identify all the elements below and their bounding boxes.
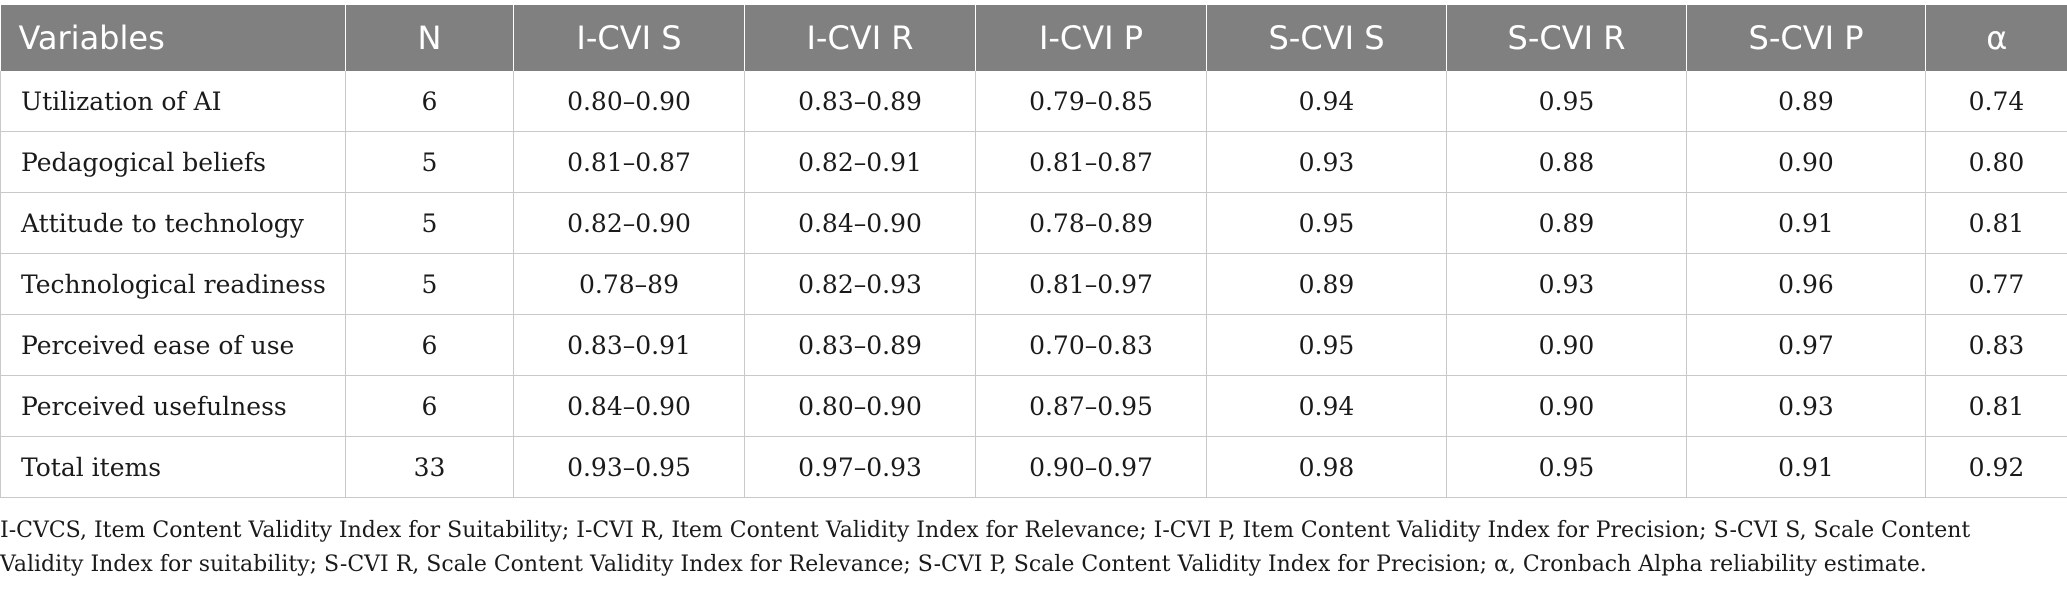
header-s-cvi-s: S-CVI S bbox=[1206, 5, 1447, 71]
cell-s-cvi-r: 0.90 bbox=[1446, 375, 1687, 437]
table-row: Pedagogical beliefs 5 0.81–0.87 0.82–0.9… bbox=[0, 131, 2067, 193]
cell-i-cvi-s: 0.82–0.90 bbox=[513, 192, 745, 254]
cell-s-cvi-p: 0.93 bbox=[1686, 375, 1926, 437]
cell-i-cvi-s: 0.84–0.90 bbox=[513, 375, 745, 437]
cell-n: 5 bbox=[345, 192, 514, 254]
cell-i-cvi-r: 0.80–0.90 bbox=[744, 375, 976, 437]
table-row: Technological readiness 5 0.78–89 0.82–0… bbox=[0, 253, 2067, 315]
cell-s-cvi-r: 0.95 bbox=[1446, 436, 1687, 498]
cell-alpha: 0.81 bbox=[1925, 192, 2067, 254]
table-container: Variables N I-CVI S I-CVI R I-CVI P S-CV… bbox=[0, 5, 2067, 498]
cell-i-cvi-s: 0.83–0.91 bbox=[513, 314, 745, 376]
cell-i-cvi-p: 0.87–0.95 bbox=[975, 375, 1207, 437]
header-row: Variables N I-CVI S I-CVI R I-CVI P S-CV… bbox=[0, 5, 2067, 71]
cell-s-cvi-r: 0.93 bbox=[1446, 253, 1687, 315]
cell-n: 6 bbox=[345, 375, 514, 437]
cell-s-cvi-s: 0.94 bbox=[1206, 71, 1447, 132]
header-i-cvi-s: I-CVI S bbox=[513, 5, 745, 71]
cell-i-cvi-p: 0.81–0.97 bbox=[975, 253, 1207, 315]
cell-s-cvi-p: 0.91 bbox=[1686, 192, 1926, 254]
header-i-cvi-r: I-CVI R bbox=[744, 5, 976, 71]
cell-variable: Technological readiness bbox=[0, 253, 346, 315]
header-s-cvi-p: S-CVI P bbox=[1686, 5, 1926, 71]
cell-s-cvi-p: 0.90 bbox=[1686, 131, 1926, 193]
cell-variable: Pedagogical beliefs bbox=[0, 131, 346, 193]
cell-alpha: 0.74 bbox=[1925, 71, 2067, 132]
cell-n: 6 bbox=[345, 71, 514, 132]
cell-s-cvi-s: 0.98 bbox=[1206, 436, 1447, 498]
cell-n: 6 bbox=[345, 314, 514, 376]
table-row: Utilization of AI 6 0.80–0.90 0.83–0.89 … bbox=[0, 71, 2067, 132]
cell-i-cvi-s: 0.81–0.87 bbox=[513, 131, 745, 193]
table-row: Perceived usefulness 6 0.84–0.90 0.80–0.… bbox=[0, 375, 2067, 437]
header-n: N bbox=[345, 5, 514, 71]
cell-i-cvi-p: 0.81–0.87 bbox=[975, 131, 1207, 193]
cell-variable: Attitude to technology bbox=[0, 192, 346, 254]
table-row-total: Total items 33 0.93–0.95 0.97–0.93 0.90–… bbox=[0, 436, 2067, 498]
cell-i-cvi-s: 0.80–0.90 bbox=[513, 71, 745, 132]
cell-variable: Utilization of AI bbox=[0, 71, 346, 132]
cell-alpha: 0.77 bbox=[1925, 253, 2067, 315]
cell-s-cvi-r: 0.90 bbox=[1446, 314, 1687, 376]
header-s-cvi-r: S-CVI R bbox=[1446, 5, 1687, 71]
cell-n: 5 bbox=[345, 253, 514, 315]
cell-s-cvi-r: 0.88 bbox=[1446, 131, 1687, 193]
cell-i-cvi-s: 0.78–89 bbox=[513, 253, 745, 315]
cell-s-cvi-s: 0.89 bbox=[1206, 253, 1447, 315]
cell-s-cvi-s: 0.94 bbox=[1206, 375, 1447, 437]
cell-i-cvi-p: 0.79–0.85 bbox=[975, 71, 1207, 132]
cell-alpha: 0.92 bbox=[1925, 436, 2067, 498]
cell-alpha: 0.80 bbox=[1925, 131, 2067, 193]
cell-s-cvi-p: 0.96 bbox=[1686, 253, 1926, 315]
cell-i-cvi-p: 0.70–0.83 bbox=[975, 314, 1207, 376]
cell-variable: Perceived ease of use bbox=[0, 314, 346, 376]
cell-variable: Total items bbox=[0, 436, 346, 498]
cell-s-cvi-p: 0.97 bbox=[1686, 314, 1926, 376]
cell-s-cvi-p: 0.91 bbox=[1686, 436, 1926, 498]
cell-i-cvi-r: 0.82–0.93 bbox=[744, 253, 976, 315]
cell-s-cvi-s: 0.95 bbox=[1206, 314, 1447, 376]
cell-s-cvi-s: 0.93 bbox=[1206, 131, 1447, 193]
cell-alpha: 0.83 bbox=[1925, 314, 2067, 376]
cell-s-cvi-p: 0.89 bbox=[1686, 71, 1926, 132]
cell-s-cvi-r: 0.89 bbox=[1446, 192, 1687, 254]
cell-i-cvi-r: 0.84–0.90 bbox=[744, 192, 976, 254]
cell-s-cvi-s: 0.95 bbox=[1206, 192, 1447, 254]
cell-n: 33 bbox=[345, 436, 514, 498]
cell-i-cvi-p: 0.90–0.97 bbox=[975, 436, 1207, 498]
cell-s-cvi-r: 0.95 bbox=[1446, 71, 1687, 132]
table-row: Perceived ease of use 6 0.83–0.91 0.83–0… bbox=[0, 314, 2067, 376]
cell-n: 5 bbox=[345, 131, 514, 193]
cvi-table: Variables N I-CVI S I-CVI R I-CVI P S-CV… bbox=[0, 5, 2067, 498]
cell-i-cvi-s: 0.93–0.95 bbox=[513, 436, 745, 498]
header-i-cvi-p: I-CVI P bbox=[975, 5, 1207, 71]
header-alpha: α bbox=[1925, 5, 2067, 71]
cell-i-cvi-r: 0.83–0.89 bbox=[744, 71, 976, 132]
cell-i-cvi-r: 0.83–0.89 bbox=[744, 314, 976, 376]
cell-i-cvi-r: 0.97–0.93 bbox=[744, 436, 976, 498]
cell-variable: Perceived usefulness bbox=[0, 375, 346, 437]
cell-i-cvi-r: 0.82–0.91 bbox=[744, 131, 976, 193]
table-footnote: I-CVCS, Item Content Validity Index for … bbox=[0, 518, 1971, 577]
header-variables: Variables bbox=[0, 5, 346, 71]
table-row: Attitude to technology 5 0.82–0.90 0.84–… bbox=[0, 192, 2067, 254]
cell-alpha: 0.81 bbox=[1925, 375, 2067, 437]
cell-i-cvi-p: 0.78–0.89 bbox=[975, 192, 1207, 254]
